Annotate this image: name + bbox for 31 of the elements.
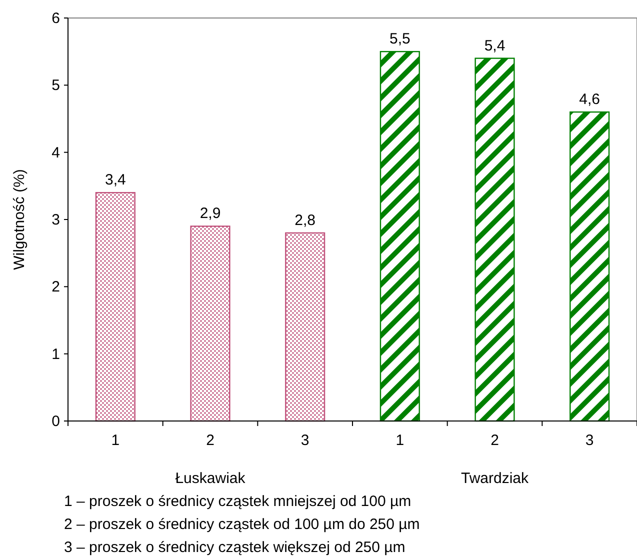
y-tick-label: 3 xyxy=(52,212,60,228)
x-tick-label: 2 xyxy=(206,432,214,449)
text: Twardziak xyxy=(460,470,530,487)
text: 1 – proszek o średnicy cząstek mniejszej od 100 µm xyxy=(64,493,412,510)
y-tick-label: 2 xyxy=(52,278,60,296)
text: 3 – proszek o średnicy cząstek większej od 250 µm xyxy=(64,539,406,556)
text: 2 – proszek o średnicy cząstek od 100 µm do 250 µm xyxy=(64,516,420,533)
bar xyxy=(380,50,420,422)
bar xyxy=(570,111,610,422)
x-tick-label: 1 xyxy=(111,432,120,449)
data-label: 5,5 xyxy=(389,30,410,48)
bar xyxy=(285,232,326,422)
data-label: 5,4 xyxy=(484,37,506,54)
y-tick-label: 5 xyxy=(52,77,60,94)
data-label: 3,4 xyxy=(104,172,126,189)
x-tick-label: 3 xyxy=(585,432,594,449)
x-tick-label: 2 xyxy=(490,432,499,449)
y-tick-label: 4 xyxy=(52,144,60,162)
y-tick-label: 1 xyxy=(52,346,60,363)
y-tick-label: 0 xyxy=(52,413,60,430)
x-tick-label: 1 xyxy=(396,432,404,449)
data-label: 4,6 xyxy=(579,91,600,108)
bar xyxy=(190,226,230,422)
y-axis-title: Wilgotność (%) xyxy=(11,169,28,270)
y-tick-label: 6 xyxy=(52,10,60,27)
text: Łuskawiak xyxy=(175,470,246,487)
bar xyxy=(95,192,136,422)
data-label: 2,8 xyxy=(294,212,316,229)
bar xyxy=(474,58,515,422)
x-tick-label: 3 xyxy=(300,432,310,449)
data-label: 2,9 xyxy=(200,205,221,222)
